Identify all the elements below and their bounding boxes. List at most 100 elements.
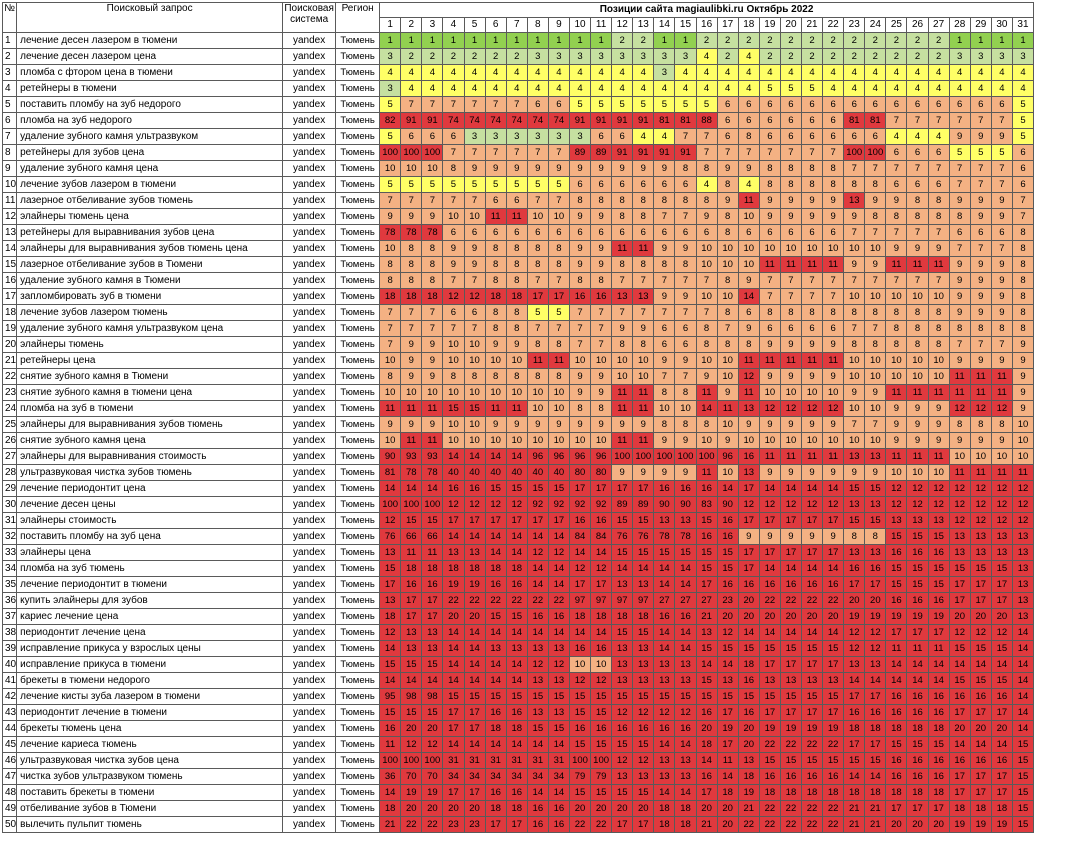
position-cell: 74: [547, 112, 570, 129]
position-cell: 13: [674, 512, 697, 529]
position-cell: 3: [547, 128, 570, 145]
position-cell: 15: [526, 720, 549, 737]
position-cell: 9: [568, 208, 592, 225]
position-cell: 18: [674, 816, 697, 833]
position-cell: 17: [822, 704, 845, 721]
position-cell: 14: [505, 528, 528, 545]
position-cell: 12: [779, 400, 803, 417]
position-cell: 6: [822, 128, 845, 145]
position-cell: 20: [927, 816, 950, 833]
header-day: 9: [547, 17, 570, 33]
position-cell: 10: [526, 208, 549, 225]
position-cell: 15: [568, 784, 592, 801]
position-cell: 15: [526, 480, 549, 497]
position-cell: 10: [885, 352, 908, 369]
position-cell: 7: [843, 160, 866, 177]
position-cell: 96: [568, 448, 592, 465]
position-cell: 11: [695, 464, 718, 481]
query-cell: элайнеры стоимость: [16, 512, 284, 529]
query-cell: поставить брекеты в тюмени: [16, 784, 284, 801]
position-cell: 2: [800, 32, 824, 49]
position-cell: 96: [716, 448, 739, 465]
position-cell: 9: [758, 208, 781, 225]
table-row: 45 лечение кариеса тюмень yandex Тюмень 11 12…: [1, 736, 1035, 753]
query-cell: удаление зубного камня ультразвуком: [16, 128, 284, 145]
position-cell: 78: [400, 224, 423, 241]
position-cell: 9: [379, 208, 402, 225]
position-cell: 9: [800, 368, 824, 385]
position-cell: 5: [611, 96, 634, 113]
position-cell: 7: [864, 272, 887, 289]
position-cell: 8: [632, 336, 655, 353]
position-cell: 14: [864, 768, 887, 785]
search-system-cell: yandex: [282, 304, 337, 321]
position-cell: 9: [969, 304, 992, 321]
position-cell: 1: [400, 32, 423, 49]
position-cell: 17: [442, 784, 465, 801]
region-cell: Тюмень: [335, 128, 381, 145]
position-cell: 17: [969, 784, 992, 801]
position-cell: 5: [1011, 112, 1035, 129]
position-cell: 6: [505, 192, 528, 209]
search-system-cell: yandex: [282, 368, 337, 385]
position-cell: 5: [969, 144, 992, 161]
position-cell: 9: [421, 336, 444, 353]
region-cell: Тюмень: [335, 464, 381, 481]
search-system-cell: yandex: [282, 592, 337, 609]
position-cell: 7: [864, 416, 887, 433]
position-cell: 22: [822, 800, 845, 817]
position-cell: 9: [568, 416, 592, 433]
row-number: 12: [1, 208, 18, 225]
region-cell: Тюмень: [335, 768, 381, 785]
query-cell: ультразвуковая чистка зубов цена: [16, 752, 284, 769]
position-cell: 16: [906, 752, 929, 769]
position-cell: 16: [547, 800, 570, 817]
position-cell: 11: [800, 256, 824, 273]
position-cell: 15: [611, 512, 634, 529]
position-cell: 9: [990, 352, 1013, 369]
position-cell: 13: [864, 496, 887, 513]
position-cell: 100: [674, 448, 697, 465]
position-cell: 81: [864, 112, 887, 129]
position-cell: 7: [590, 320, 613, 337]
row-number: 7: [1, 128, 18, 145]
position-cell: 12: [927, 496, 950, 513]
position-cell: 15: [906, 528, 929, 545]
query-cell: снятие зубного камня в тюмени цена: [16, 384, 284, 401]
position-cell: 16: [758, 576, 781, 593]
position-cell: 18: [400, 288, 423, 305]
row-number: 47: [1, 768, 18, 785]
position-cell: 13: [695, 624, 718, 641]
position-cell: 6: [885, 176, 908, 193]
position-cell: 22: [484, 592, 507, 609]
header-num: №: [1, 2, 18, 33]
position-cell: 12: [758, 496, 781, 513]
position-cell: 92: [547, 496, 570, 513]
search-system-cell: yandex: [282, 208, 337, 225]
position-cell: 18: [379, 800, 402, 817]
position-cell: 8: [969, 320, 992, 337]
position-cell: 17: [969, 592, 992, 609]
table-row: 23 снятие зубного камня в тюмени цена yand…: [1, 384, 1035, 401]
header-day: 5: [463, 17, 486, 33]
position-cell: 10: [885, 464, 908, 481]
position-cell: 4: [526, 80, 549, 97]
position-cell: 16: [547, 608, 570, 625]
position-cell: 15: [822, 640, 845, 657]
position-cell: 8: [526, 336, 549, 353]
position-cell: 12: [1011, 480, 1035, 497]
position-cell: 8: [822, 304, 845, 321]
position-cell: 15: [484, 688, 507, 705]
search-system-cell: yandex: [282, 176, 337, 193]
position-cell: 6: [800, 224, 824, 241]
position-cell: 9: [653, 288, 676, 305]
position-cell: 9: [590, 208, 613, 225]
position-cell: 76: [379, 528, 402, 545]
position-cell: 8: [611, 192, 634, 209]
position-cell: 13: [653, 656, 676, 673]
search-system-cell: yandex: [282, 640, 337, 657]
position-cell: 18: [779, 784, 803, 801]
position-cell: 6: [990, 96, 1013, 113]
position-cell: 81: [674, 112, 697, 129]
position-cell: 9: [990, 128, 1013, 145]
